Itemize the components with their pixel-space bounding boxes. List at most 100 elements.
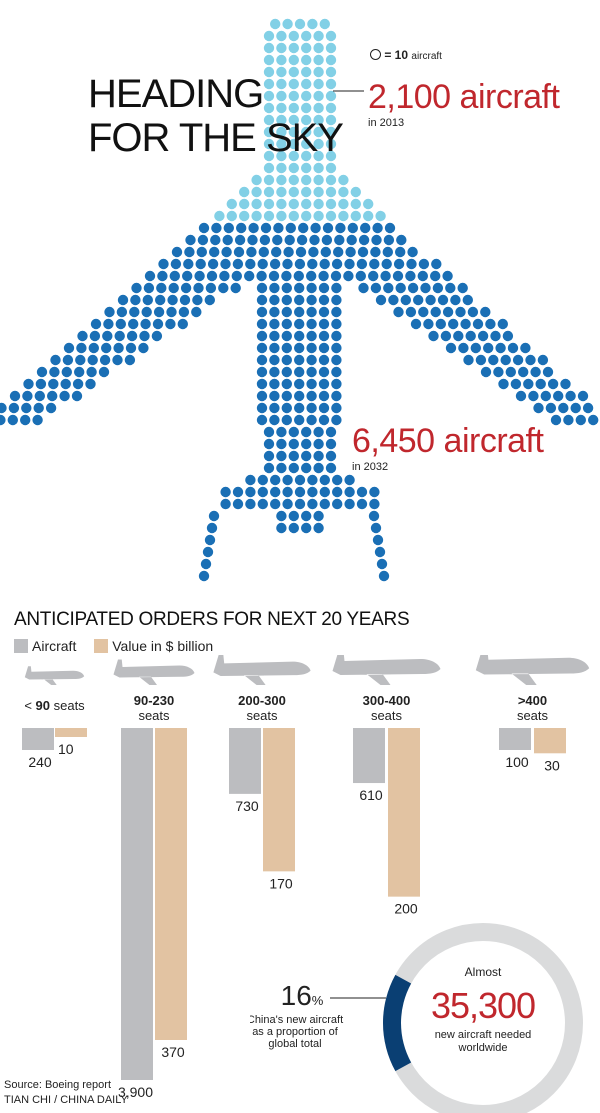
plane-dot xyxy=(294,342,305,354)
plane-dot xyxy=(332,486,343,498)
plane-dot xyxy=(294,378,305,390)
plane-dot xyxy=(36,366,48,378)
plane-dot xyxy=(139,330,150,342)
plane-dot xyxy=(370,522,382,534)
plane-dot xyxy=(301,54,312,66)
plane-dot xyxy=(442,270,453,282)
plane-dot xyxy=(301,78,312,90)
plane-dot xyxy=(405,270,416,282)
plane-dot xyxy=(318,342,330,354)
plane-dot xyxy=(307,486,318,498)
plane-dot xyxy=(371,234,382,246)
plane-dot xyxy=(332,498,343,510)
plane-dot xyxy=(276,450,287,462)
plane-dot xyxy=(575,414,586,426)
plane-dot xyxy=(288,150,299,162)
plane-dot xyxy=(195,258,206,270)
plane-dot xyxy=(512,354,524,366)
legend-aircraft-swatch xyxy=(14,639,28,653)
plane-dot xyxy=(251,210,262,222)
plane-dot xyxy=(313,522,324,534)
plane-dot xyxy=(294,390,305,402)
plane-dot xyxy=(276,54,287,66)
plane-dot xyxy=(318,306,330,318)
plane-dot xyxy=(537,354,549,366)
value-value-label: 10 xyxy=(58,741,74,757)
plane-dot xyxy=(477,330,489,342)
plane-dot xyxy=(288,30,299,42)
plane-dot xyxy=(276,174,287,186)
legend-aircraft-label: Aircraft xyxy=(32,638,77,654)
plane-dot xyxy=(294,486,306,498)
plane-dot xyxy=(86,366,97,378)
plane-dot xyxy=(418,258,430,270)
plane-dot xyxy=(276,42,287,54)
plane-dot xyxy=(395,282,406,294)
plane-dot xyxy=(85,378,96,390)
legend-value-swatch xyxy=(94,639,109,653)
plane-dot xyxy=(560,378,571,390)
plane-dot xyxy=(455,306,466,318)
plane-dot xyxy=(306,390,317,402)
plane-dot xyxy=(282,498,293,510)
plane-dot xyxy=(325,30,337,42)
plane-dot xyxy=(47,390,58,402)
fleet-2013-block: 2,100 aircraft in 2013 xyxy=(368,78,560,129)
plane-dot xyxy=(325,186,337,198)
donut-center-prefix: Almost xyxy=(465,965,502,979)
plane-dot xyxy=(313,438,324,450)
plane-dot xyxy=(376,558,388,570)
plane-dot xyxy=(74,366,85,378)
plane-dot xyxy=(301,450,312,462)
plane-dot xyxy=(104,306,115,318)
plane-dot xyxy=(318,390,330,402)
plane-dot xyxy=(318,414,330,426)
source-credit: Source: Boeing report TIAN CHI / CHINA D… xyxy=(4,1078,128,1108)
plane-dot xyxy=(344,498,355,510)
plane-dot xyxy=(8,402,20,414)
plane-dot xyxy=(294,258,306,270)
plane-dot xyxy=(301,510,312,522)
plane-dot xyxy=(256,342,268,354)
plane-dot xyxy=(184,246,195,258)
plane-dot xyxy=(294,414,305,426)
plane-dot xyxy=(418,306,429,318)
aircraft-bar xyxy=(229,728,261,794)
plane-dot xyxy=(288,186,299,198)
plane-dot xyxy=(378,570,390,582)
plane-dot xyxy=(263,66,275,78)
plane-dot xyxy=(273,222,284,234)
plane-dot xyxy=(325,90,337,102)
plane-dot xyxy=(256,390,268,402)
plane-dot xyxy=(288,90,299,102)
plane-dot xyxy=(338,174,349,186)
plane-dot xyxy=(309,234,320,246)
plane-dot xyxy=(263,138,275,150)
plane-dot xyxy=(196,246,207,258)
plane-dot xyxy=(307,258,318,270)
plane-dot xyxy=(153,306,165,318)
plane-dot xyxy=(495,342,506,354)
plane-dot xyxy=(35,378,47,390)
plane-dot xyxy=(338,198,349,210)
plane-dot xyxy=(381,258,392,270)
plane-dot xyxy=(281,402,292,414)
plane-dot xyxy=(256,294,268,306)
plane-dot xyxy=(306,306,317,318)
plane-dot xyxy=(294,498,306,510)
category-label: >400 xyxy=(518,693,547,708)
plane-dot xyxy=(179,294,191,306)
plane-dot xyxy=(220,486,231,498)
plane-dot xyxy=(313,66,324,78)
plane-dot xyxy=(392,270,404,282)
plane-dot xyxy=(34,390,45,402)
plane-dot xyxy=(313,426,324,438)
plane-dot xyxy=(344,258,355,270)
plane-dot xyxy=(318,318,330,330)
plane-dot xyxy=(165,318,176,330)
plane-dot xyxy=(276,438,287,450)
plane-dot xyxy=(269,294,280,306)
plane-dot xyxy=(239,198,250,210)
plane-dot xyxy=(144,270,156,282)
plane-dot xyxy=(7,414,18,426)
